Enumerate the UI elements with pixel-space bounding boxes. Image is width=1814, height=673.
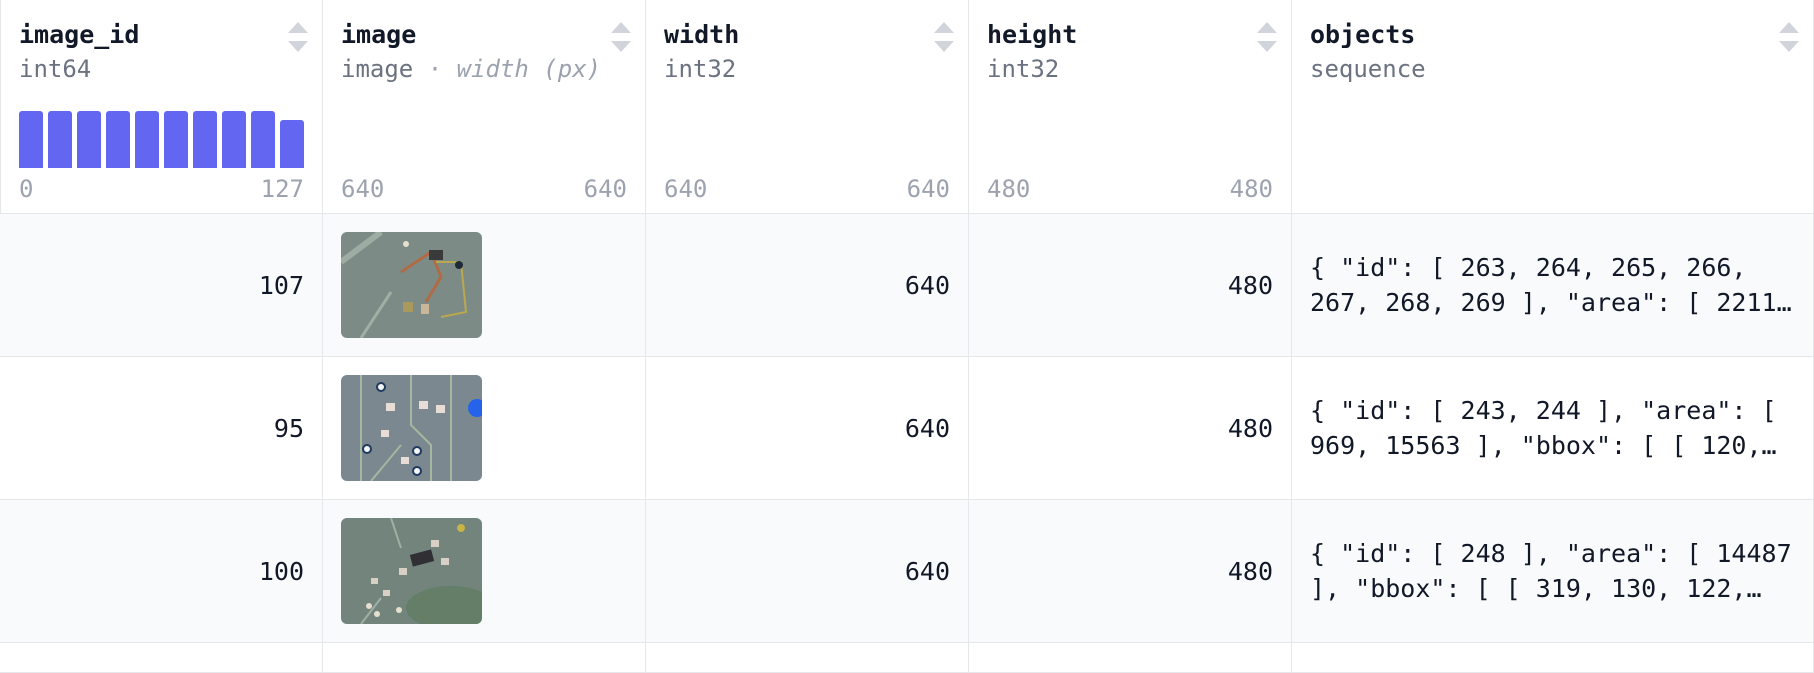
column-header-height[interactable]: height int32 480 480 xyxy=(969,0,1292,214)
value-range: 480 480 xyxy=(987,172,1273,206)
range-max: 480 xyxy=(1229,175,1273,203)
objects-text: { "id": [ 263, 264, 265, 266, 267, 268, … xyxy=(1310,253,1792,317)
column-type: sequence xyxy=(1310,55,1426,83)
sort-icon[interactable] xyxy=(611,22,631,52)
pcb-thumbnail-image[interactable] xyxy=(341,518,482,624)
column-type: int64 xyxy=(19,55,92,83)
histogram-bar[interactable] xyxy=(164,111,188,168)
value-range: 0 127 xyxy=(19,172,304,206)
sort-icon[interactable] xyxy=(288,22,308,52)
cell-image[interactable] xyxy=(323,500,646,643)
range-min: 640 xyxy=(664,175,708,203)
table-row-partial xyxy=(323,643,646,673)
cell-objects[interactable]: { "id": [ 243, 244 ], "area": [ 969, 155… xyxy=(1292,357,1814,500)
range-min: 640 xyxy=(341,175,385,203)
column-name: image_id xyxy=(19,20,140,49)
range-max: 127 xyxy=(260,175,304,203)
table-row-partial xyxy=(646,643,969,673)
cell-height[interactable]: 480 xyxy=(969,357,1292,500)
range-min: 0 xyxy=(19,175,34,203)
histogram xyxy=(987,111,1273,168)
column-name: objects xyxy=(1310,20,1416,49)
cell-height[interactable]: 480 xyxy=(969,214,1292,357)
objects-text: { "id": [ 243, 244 ], "area": [ 969, 155… xyxy=(1310,396,1777,460)
histogram-bar[interactable] xyxy=(19,111,43,168)
column-name: image xyxy=(341,20,417,49)
histogram xyxy=(664,111,950,168)
column-header-width[interactable]: width int32 640 640 xyxy=(646,0,969,214)
column-header-objects[interactable]: objects sequence xyxy=(1292,0,1814,214)
cell-width[interactable]: 640 xyxy=(646,500,969,643)
sort-icon[interactable] xyxy=(934,22,954,52)
histogram-bar[interactable] xyxy=(135,111,159,168)
cell-objects[interactable]: { "id": [ 248 ], "area": [ 14487 ], "bbo… xyxy=(1292,500,1814,643)
type-separator: · xyxy=(427,55,443,83)
table-row-partial xyxy=(1292,643,1814,673)
histogram-bar[interactable] xyxy=(222,111,246,168)
histogram-bar[interactable] xyxy=(280,119,304,168)
histogram xyxy=(341,111,627,168)
cell-image-id[interactable]: 100 xyxy=(0,500,323,643)
histogram-bar[interactable] xyxy=(48,111,72,168)
histogram-bar[interactable] xyxy=(251,111,275,168)
objects-text: { "id": [ 248 ], "area": [ 14487 ], "bbo… xyxy=(1310,539,1792,603)
column-type: image · width (px) xyxy=(341,52,627,86)
column-header-image-id[interactable]: image_id int64 0 127 xyxy=(0,0,323,214)
cell-image-id[interactable]: 95 xyxy=(0,357,323,500)
histogram-bar[interactable] xyxy=(77,111,101,168)
pcb-thumbnail-image[interactable] xyxy=(341,232,482,338)
range-min: 480 xyxy=(987,175,1031,203)
column-type: int32 xyxy=(664,55,737,83)
range-max: 640 xyxy=(583,175,627,203)
sort-icon[interactable] xyxy=(1257,22,1277,52)
value-range: 640 640 xyxy=(664,172,950,206)
value-range: 640 640 xyxy=(341,172,627,206)
pcb-thumbnail-image[interactable] xyxy=(341,375,482,481)
histogram-bar[interactable] xyxy=(193,111,217,168)
type-subtitle: width (px) xyxy=(456,55,602,83)
column-header-image[interactable]: image image · width (px) 640 640 xyxy=(323,0,646,214)
cell-objects[interactable]: { "id": [ 263, 264, 265, 266, 267, 268, … xyxy=(1292,214,1814,357)
histogram xyxy=(19,111,304,168)
column-type: int32 xyxy=(987,55,1060,83)
cell-image[interactable] xyxy=(323,214,646,357)
cell-height[interactable]: 480 xyxy=(969,500,1292,643)
type-main: image xyxy=(341,55,414,83)
cell-image[interactable] xyxy=(323,357,646,500)
cell-width[interactable]: 640 xyxy=(646,214,969,357)
cell-image-id[interactable]: 107 xyxy=(0,214,323,357)
column-name: height xyxy=(987,20,1078,49)
table-row-partial xyxy=(969,643,1292,673)
table-row-partial xyxy=(0,643,323,673)
histogram-bar[interactable] xyxy=(106,111,130,168)
column-name: width xyxy=(664,20,740,49)
sort-icon[interactable] xyxy=(1779,22,1799,52)
range-max: 640 xyxy=(906,175,950,203)
cell-width[interactable]: 640 xyxy=(646,357,969,500)
